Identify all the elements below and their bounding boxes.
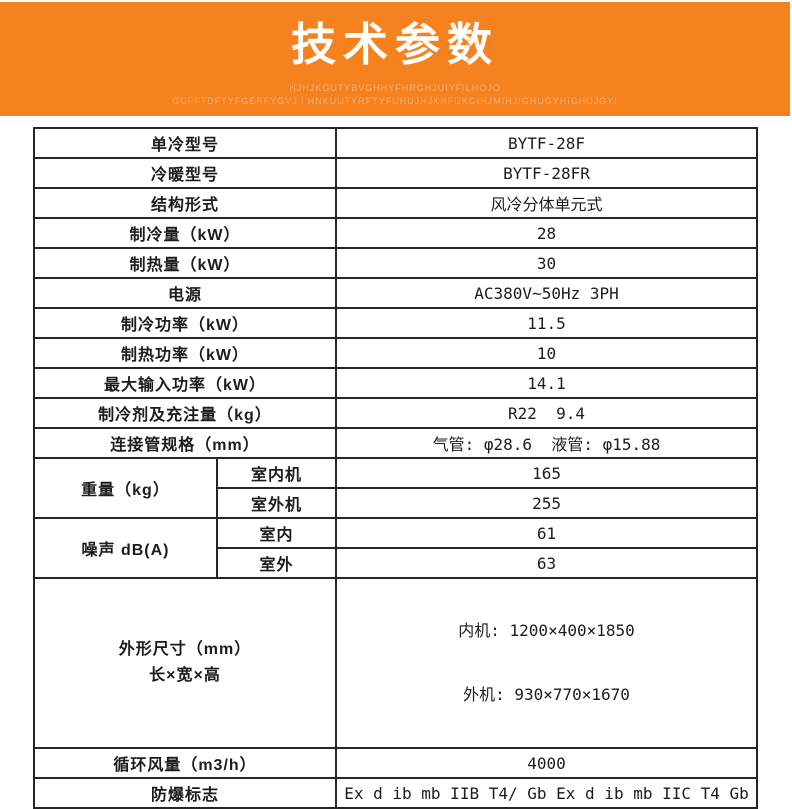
spec-value: 11.5 [335,307,759,339]
table-row-model-cooling: 单冷型号 BYTF-28F [32,127,759,159]
spec-label: 最大输入功率（kW） [32,367,338,399]
spec-label: 制冷剂及充注量（kg） [32,397,338,429]
spec-value: BYTF-28F [335,127,759,159]
table-row-cooling-power: 制冷功率（kW） 11.5 [32,307,759,339]
spec-sublabel: 室外 [215,547,338,579]
dimensions-label-line2: 长×宽×高 [149,667,221,684]
spec-label: 制冷量（kW） [32,217,338,249]
table-row-max-input-power: 最大输入功率（kW） 14.1 [32,367,759,399]
spec-label: 循环风量（m3/h） [32,747,338,779]
spec-value: R22 9.4 [335,397,759,429]
table-row-noise-outdoor: 室外 63 [34,547,759,579]
spec-value: 63 [335,547,759,579]
dimensions-label-line1: 外形尺寸（mm） [118,641,252,658]
spec-label: 制热量（kW） [32,247,338,279]
spec-label: 冷暖型号 [32,157,338,189]
spec-label: 制冷功率（kW） [32,307,338,339]
spec-value: 28 [335,217,759,249]
table-row-weight-outdoor: 室外机 255 [34,487,759,519]
table-row-refrigerant: 制冷剂及充注量（kg） R22 9.4 [32,397,759,429]
table-row-model-heatpump: 冷暖型号 BYTF-28FR [32,157,759,189]
spec-sublabel: 室内 [215,517,338,549]
table-row-weight-indoor: 重量（kg） 室内机 165 [33,457,759,519]
spec-label: 结构形式 [32,187,338,219]
spec-value: 61 [335,517,759,549]
spec-value-dimensions: 内机: 1200×400×1850 外机: 930×770×1670 [335,577,759,749]
spec-sublabel: 室内机 [215,457,338,489]
dimensions-value-indoor: 内机: 1200×400×1850 [458,621,635,640]
spec-value: 风冷分体单元式 [335,187,759,219]
spec-value: 30 [335,247,759,279]
page-title: 技术参数 [290,19,499,70]
watermark-text-line1: HJHJKGUTYBVGHHYFHRGHJUIYFILHOJO [289,83,501,93]
table-row-cooling-capacity: 制冷量（kW） 28 [32,217,759,249]
table-row-power-supply: 电源 AC380V~50Hz 3PH [32,277,759,309]
watermark-text-line2: GUFFTDFTYFGERFYGVJ｜HNKUUTYRFTYFUHUJHJKNF… [172,96,618,106]
table-row-pipe-spec: 连接管规格（mm） 气管: φ28.6 液管: φ15.88 [32,427,759,459]
spec-value: 气管: φ28.6 液管: φ15.88 [335,427,759,459]
table-row-heating-capacity: 制热量（kW） 30 [32,247,759,279]
spec-label: 制热功率（kW） [32,337,338,369]
table-row-dimensions: 外形尺寸（mm） 长×宽×高 内机: 1200×400×1850 外机: 930… [32,577,759,749]
spec-label: 电源 [32,277,338,309]
spec-sublabel: 室外机 [215,487,338,519]
spec-label: 防爆标志 [32,777,338,809]
table-row-explosion-proof: 防爆标志 Ex d ib mb IIB T4/ Gb Ex d ib mb II… [32,777,759,809]
spec-group-label-noise: 噪声 dB(A) [33,517,218,579]
table-row-noise-indoor: 噪声 dB(A) 室内 61 [33,517,759,579]
spec-value: BYTF-28FR [335,157,759,189]
spec-table: 单冷型号 BYTF-28F 冷暖型号 BYTF-28FR 结构形式 风冷分体单元… [32,127,759,809]
spec-value: 14.1 [335,367,759,399]
dimensions-value-outdoor: 外机: 930×770×1670 [463,685,630,704]
header-banner: 技术参数 HJHJKGUTYBVGHHYFHRGHJUIYFILHOJO GUF… [0,2,790,116]
table-row-airflow: 循环风量（m3/h） 4000 [32,747,759,779]
spec-label-dimensions: 外形尺寸（mm） 长×宽×高 [32,577,338,749]
spec-value: 10 [335,337,759,369]
spec-value: 4000 [335,747,759,779]
table-row-heating-power: 制热功率（kW） 10 [32,337,759,369]
spec-value: AC380V~50Hz 3PH [335,277,759,309]
spec-group-label-weight: 重量（kg） [33,457,218,519]
table-row-structure: 结构形式 风冷分体单元式 [32,187,759,219]
spec-value: 255 [335,487,759,519]
spec-label: 单冷型号 [32,127,338,159]
spec-label: 连接管规格（mm） [32,427,338,459]
spec-value: 165 [335,457,759,489]
spec-value: Ex d ib mb IIB T4/ Gb Ex d ib mb IIC T4 … [335,777,759,809]
